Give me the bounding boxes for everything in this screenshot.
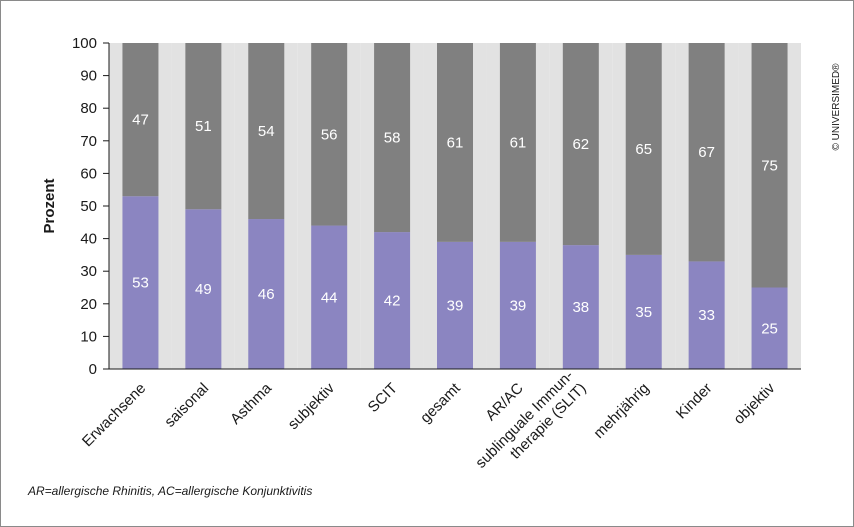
y-tick-label: 90: [80, 68, 97, 85]
copyright-text: © UNIVERSIMED®: [830, 63, 842, 151]
bar-segment-upper: [185, 43, 222, 210]
data-label: 38: [572, 299, 589, 316]
x-tick-label-line: Asthma: [227, 379, 275, 427]
bar-segment-upper: [751, 43, 788, 288]
bar-segment-upper: [122, 43, 159, 197]
y-axis: 0 10 20 30 40 50 60 70 80 90 100: [72, 35, 110, 378]
y-tick-label: 60: [80, 165, 97, 182]
x-tick-label-line: gesamt: [417, 379, 464, 426]
bar-segment-lower: [374, 232, 411, 369]
data-label: 33: [698, 307, 715, 324]
bar-group: [122, 43, 788, 369]
x-axis: Erwachsene saisonal Asthma subjektiv SCIT ges…: [79, 367, 801, 472]
bar-segment-upper: [248, 43, 285, 220]
x-tick-label: objektiv: [730, 379, 778, 427]
data-label: 44: [321, 289, 338, 306]
bar-segment-upper: [311, 43, 348, 226]
bar-segment-lower: [122, 196, 159, 369]
data-label: 47: [132, 112, 149, 129]
data-label: 56: [321, 126, 338, 143]
data-label: 51: [195, 118, 212, 135]
y-tick-label: 100: [72, 35, 97, 52]
x-tick-label: SCIT: [365, 380, 401, 416]
value-labels: 53 47 49 51 46 54 44 56 42 58 39 61 39 61 38 62 35 65 33 67…: [132, 112, 778, 338]
x-tick-label: Erwachsene: [79, 380, 149, 450]
data-label: 25: [761, 320, 778, 337]
data-label: 61: [447, 134, 464, 151]
data-label: 49: [195, 281, 212, 298]
data-label: 39: [510, 297, 527, 314]
x-tick-label: mehrjährig: [590, 380, 652, 442]
bar-segment-lower: [751, 287, 788, 369]
x-tick-label: saisonal: [161, 380, 212, 431]
data-label: 53: [132, 275, 149, 292]
x-tick-label-line: Kinder: [673, 380, 716, 423]
bar-segment-lower: [625, 254, 662, 369]
y-axis-label: Prozent: [41, 178, 58, 233]
data-label: 58: [384, 130, 401, 147]
y-tick-label: 50: [80, 198, 97, 215]
y-tick-label: 80: [80, 100, 97, 117]
data-label: 54: [258, 123, 275, 140]
x-tick-label-line: Erwachsene: [79, 380, 149, 450]
y-tick-label: 10: [80, 328, 97, 345]
x-tick-label: Kinder: [673, 380, 716, 423]
y-tick-label: 20: [80, 296, 97, 313]
y-tick-label: 30: [80, 263, 97, 280]
bar-segment-lower: [311, 225, 348, 369]
data-label: 39: [447, 297, 464, 314]
bar-segment-lower: [437, 241, 473, 369]
y-tick-label: 40: [80, 231, 97, 248]
x-tick-label-line: SCIT: [365, 380, 401, 416]
data-label: 35: [635, 304, 652, 321]
y-tick-label: 70: [80, 133, 97, 150]
bar-segment-upper: [437, 43, 473, 242]
x-tick-label-line: saisonal: [161, 380, 212, 431]
copyright-notice: © UNIVERSIMED®: [826, 64, 846, 151]
data-label: 46: [258, 286, 275, 303]
bar-segment-lower: [688, 261, 725, 369]
x-tick-label: Asthma: [227, 379, 275, 427]
bar-segment-upper: [499, 43, 536, 242]
bar-segment-lower: [185, 209, 222, 369]
stacked-bar-chart: 53 47 49 51 46 54 44 56 42 58 39 61 39 61 38 62 35 65 33 67…: [41, 35, 801, 472]
bar-segment-upper: [374, 43, 411, 233]
bar-segment-upper: [688, 43, 725, 262]
footnote: AR=allergische Rhinitis, AC=allergische …: [28, 484, 313, 498]
x-tick-label-line: mehrjährig: [590, 380, 652, 442]
data-label: 65: [635, 141, 652, 158]
x-tick-label-line: objektiv: [730, 379, 778, 427]
data-label: 42: [384, 293, 401, 310]
data-label: 61: [510, 134, 527, 151]
data-label: 62: [572, 136, 589, 153]
data-label: 75: [761, 157, 778, 174]
y-tick-label: 0: [89, 361, 97, 378]
bar-segment-lower: [562, 245, 599, 369]
bar-segment-upper: [562, 43, 599, 246]
x-tick-label: gesamt: [417, 379, 464, 426]
x-tick-label: subjektiv: [285, 379, 339, 433]
bar-segment-upper: [625, 43, 662, 255]
bar-segment-lower: [248, 219, 285, 369]
bar-segment-lower: [499, 241, 536, 369]
data-label: 67: [698, 144, 715, 161]
x-tick-label-line: subjektiv: [285, 379, 339, 433]
x-tick-label: sublinguale Immun-therapie (SLIT): [472, 367, 589, 472]
